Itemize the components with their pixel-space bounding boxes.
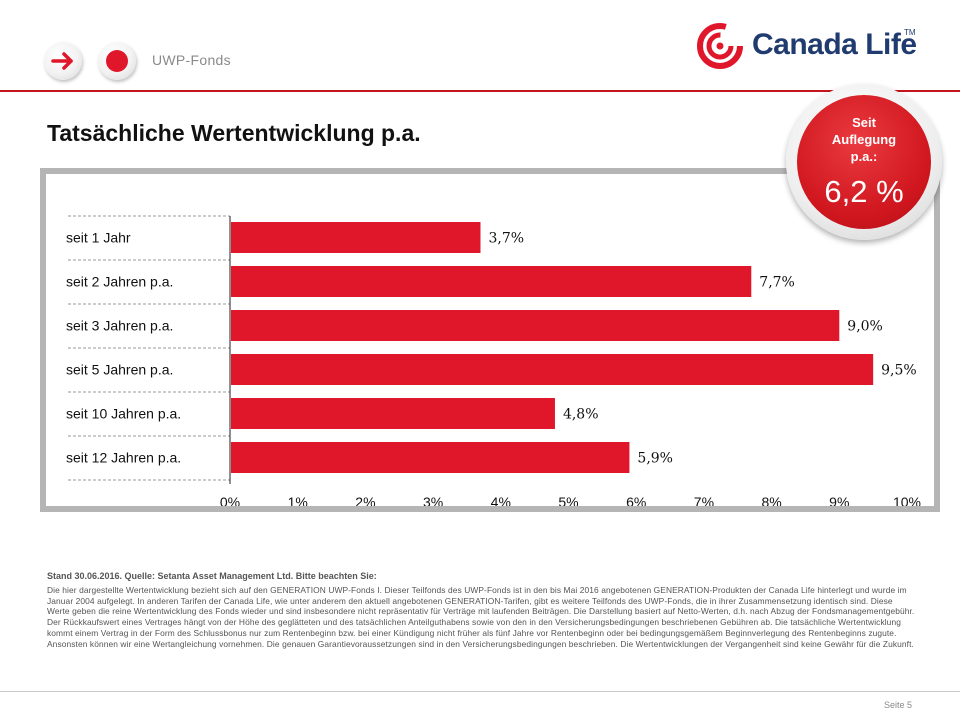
section-dot-button[interactable] (98, 42, 136, 80)
bar (231, 442, 630, 473)
section-label: UWP-Fonds (152, 52, 231, 68)
badge-caption: Seit Auflegung p.a.: (831, 115, 897, 164)
x-tick-label: 4% (491, 494, 511, 506)
bar (231, 266, 752, 297)
x-tick-label: 10% (893, 494, 921, 506)
page-number: Seite 5 (883, 700, 912, 710)
canada-life-swirl-icon (697, 23, 743, 69)
since-inception-badge: Seit Auflegung p.a.: 6,2 % (786, 84, 942, 240)
chart-panel: seit 1 Jahr 3,7% seit 2 Jahren p.a. 7,7% sei… (46, 174, 934, 506)
value-label: 4,8% (563, 407, 599, 423)
category-label: seit 2 Jahren p.a. (66, 274, 173, 290)
category-label: seit 1 Jahr (66, 230, 131, 246)
x-tick-label: 9% (829, 494, 849, 506)
x-tick-label: 1% (288, 494, 308, 506)
bar (231, 398, 555, 429)
value-label: 5,9% (637, 451, 673, 467)
x-tick-label: 6% (626, 494, 646, 506)
canada-life-logo: Canada Life TM (696, 22, 926, 70)
bar (231, 222, 481, 253)
bar (231, 354, 874, 385)
x-tick-label: 8% (761, 494, 781, 506)
badge-inner: Seit Auflegung p.a.: 6,2 % (797, 95, 931, 229)
value-label: 7,7% (759, 275, 795, 291)
category-label: seit 3 Jahren p.a. (66, 318, 173, 334)
category-label: seit 12 Jahren p.a. (66, 450, 181, 466)
logo-wordmark: Canada Life (752, 28, 917, 61)
footnote-heading: Stand 30.06.2016. Quelle: Setanta Asset … (47, 571, 377, 581)
red-dot-icon (106, 50, 128, 72)
page-title: Tatsächliche Wertentwicklung p.a. (47, 120, 421, 146)
value-label: 9,0% (847, 319, 883, 335)
x-tick-label: 3% (423, 494, 443, 506)
next-arrow-button[interactable] (44, 42, 82, 80)
performance-bar-chart: seit 1 Jahr 3,7% seit 2 Jahren p.a. 7,7% sei… (66, 215, 921, 506)
footnote-body: Die hier dargestellte Wertentwicklung be… (47, 585, 915, 649)
category-label: seit 5 Jahren p.a. (66, 362, 173, 378)
footer-rule (0, 691, 960, 692)
x-tick-label: 5% (558, 494, 578, 506)
value-label: 9,5% (881, 363, 917, 379)
header-rule (0, 90, 960, 92)
logo-trademark: TM (904, 28, 916, 37)
arrow-right-icon (51, 52, 73, 70)
x-tick-label: 7% (694, 494, 714, 506)
bar (231, 310, 840, 341)
value-label: 3,7% (488, 231, 524, 247)
badge-value: 6,2 % (824, 174, 904, 209)
category-label: seit 10 Jahren p.a. (66, 406, 181, 422)
x-tick-label: 0% (220, 494, 240, 506)
x-tick-label: 2% (355, 494, 375, 506)
